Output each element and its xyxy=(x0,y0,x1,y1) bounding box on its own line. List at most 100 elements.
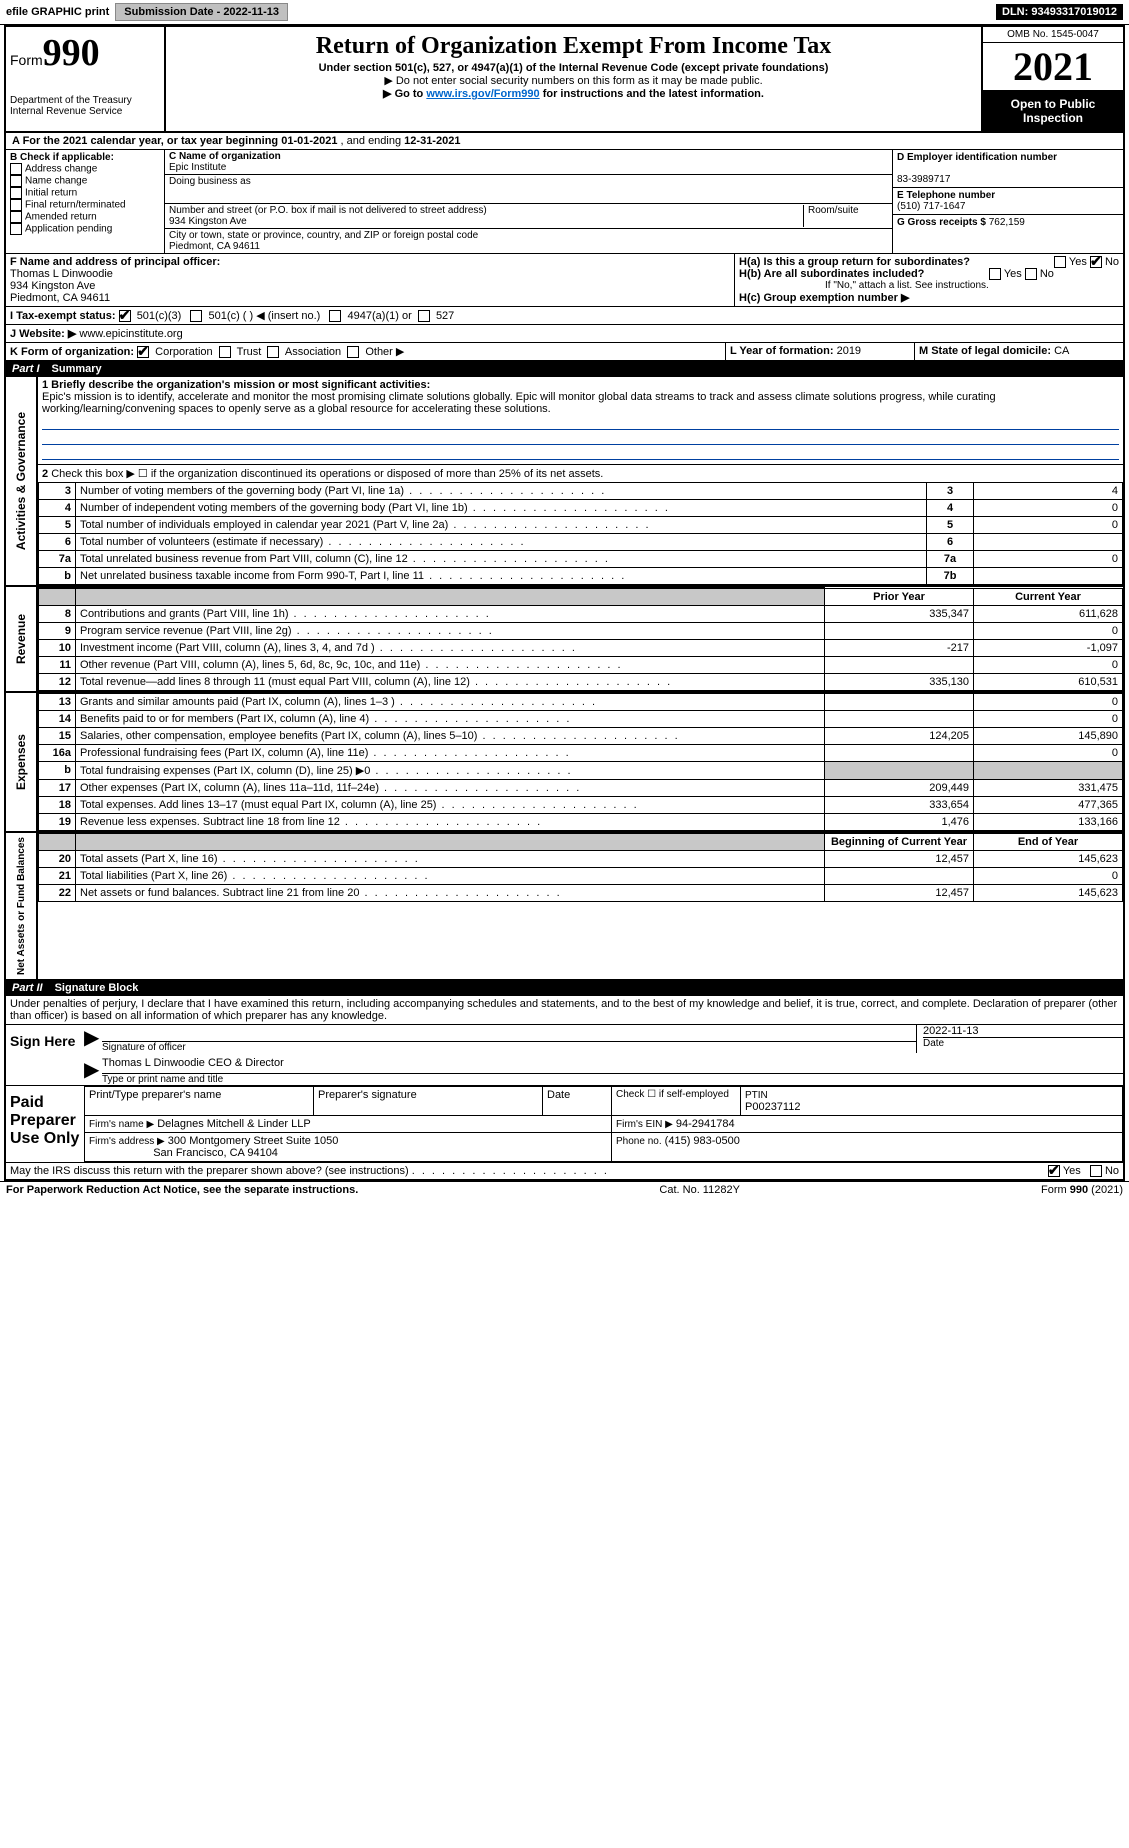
chk-name-change[interactable]: Name change xyxy=(10,175,160,187)
side-activities-governance: Activities & Governance xyxy=(6,377,38,585)
may-irs-yes-chk[interactable] xyxy=(1048,1165,1060,1177)
firm-addr1: 300 Montgomery Street Suite 1050 xyxy=(168,1135,339,1147)
line-a-end: 12-31-2021 xyxy=(404,135,460,147)
opt-corp: Corporation xyxy=(155,346,212,358)
box-h: H(a) Is this a group return for subordin… xyxy=(735,254,1123,306)
table-row: 9Program service revenue (Part VIII, lin… xyxy=(39,622,1123,639)
firm-ein-label: Firm's EIN ▶ xyxy=(616,1119,673,1130)
form-header: Form990 Department of the Treasury Inter… xyxy=(6,27,1123,133)
sign-here-label: Sign Here xyxy=(6,1025,84,1085)
table-row: 17Other expenses (Part IX, column (A), l… xyxy=(39,779,1123,796)
box-klm-row: K Form of organization: Corporation Trus… xyxy=(6,343,1123,361)
table-row: 15Salaries, other compensation, employee… xyxy=(39,727,1123,744)
l-label: L Year of formation: xyxy=(730,345,834,357)
side-net-assets: Net Assets or Fund Balances xyxy=(6,833,38,979)
city-label: City or town, state or province, country… xyxy=(169,230,478,241)
ein-value: 83-3989717 xyxy=(897,174,950,185)
table-row: 21Total liabilities (Part X, line 26)0 xyxy=(39,867,1123,884)
officer-typed-name: Thomas L Dinwoodie CEO & Director xyxy=(102,1057,284,1069)
part1-header: Part I Summary xyxy=(6,361,1123,377)
ha-no: No xyxy=(1105,256,1119,268)
dba-label: Doing business as xyxy=(169,176,251,187)
table-row: 19Revenue less expenses. Subtract line 1… xyxy=(39,813,1123,830)
chk-corporation[interactable] xyxy=(137,346,149,358)
submission-date-button[interactable]: Submission Date - 2022-11-13 xyxy=(115,3,288,21)
revenue-table: Prior YearCurrent Year 8Contributions an… xyxy=(38,587,1123,691)
ag-table: 3Number of voting members of the governi… xyxy=(38,482,1123,585)
chk-address-change[interactable]: Address change xyxy=(10,163,160,175)
part1-expenses-section: Expenses 13Grants and similar amounts pa… xyxy=(6,693,1123,833)
form-title: Return of Organization Exempt From Incom… xyxy=(172,33,975,60)
e-label: E Telephone number xyxy=(897,190,995,201)
table-row: 14Benefits paid to or for members (Part … xyxy=(39,710,1123,727)
part2-title: Signature Block xyxy=(55,982,139,994)
chk-501c[interactable] xyxy=(190,310,202,322)
i-label: I Tax-exempt status: xyxy=(10,310,116,322)
officer-signature-line[interactable] xyxy=(102,1025,916,1042)
prep-name-label: Print/Type preparer's name xyxy=(85,1086,314,1115)
eoy-hdr: End of Year xyxy=(974,833,1123,850)
sign-here-block: Sign Here ▶ Signature of officer 2022-11… xyxy=(6,1025,1123,1086)
ptin-label: PTIN xyxy=(745,1090,768,1101)
chk-final-return[interactable]: Final return/terminated xyxy=(10,199,160,211)
header-left: Form990 Department of the Treasury Inter… xyxy=(6,27,166,131)
line-a-pre: A For the 2021 calendar year, or tax yea… xyxy=(12,135,281,147)
table-row: bNet unrelated business taxable income f… xyxy=(39,568,1123,585)
mission-text: Epic's mission is to identify, accelerat… xyxy=(42,391,996,415)
m-label: M State of legal domicile: xyxy=(919,345,1051,357)
part2-header: Part II Signature Block xyxy=(6,980,1123,996)
hb-no: No xyxy=(1040,268,1054,280)
sig-date-value: 2022-11-13 xyxy=(923,1025,1123,1037)
ha-no-chk[interactable] xyxy=(1090,256,1102,268)
side-ag-label: Activities & Governance xyxy=(14,408,28,554)
may-irs-no-chk[interactable] xyxy=(1090,1165,1102,1177)
chk-trust[interactable] xyxy=(219,346,231,358)
line-a-tax-year: A For the 2021 calendar year, or tax yea… xyxy=(6,133,1123,150)
part1-label: Part I xyxy=(12,363,40,375)
chk-501c3[interactable] xyxy=(119,310,131,322)
penalty-statement: Under penalties of perjury, I declare th… xyxy=(6,996,1123,1025)
opt-527: 527 xyxy=(436,310,454,322)
chk-initial-return[interactable]: Initial return xyxy=(10,187,160,199)
gross-receipts: 762,159 xyxy=(989,217,1025,228)
opt-application-pending: Application pending xyxy=(25,224,112,235)
firm-phone-label: Phone no. xyxy=(616,1136,662,1147)
irs-gov-link[interactable]: www.irs.gov/Form990 xyxy=(426,88,539,100)
chk-amended-return[interactable]: Amended return xyxy=(10,211,160,223)
dln-label: DLN: 93493317019012 xyxy=(996,4,1123,20)
chk-other[interactable] xyxy=(347,346,359,358)
sig-officer-label: Signature of officer xyxy=(102,1042,916,1053)
hb-yes-chk[interactable] xyxy=(989,268,1001,280)
prior-year-hdr: Prior Year xyxy=(825,588,974,605)
paid-preparer-block: Paid Preparer Use Only Print/Type prepar… xyxy=(6,1086,1123,1163)
mission-underlines xyxy=(42,417,1119,460)
chk-4947[interactable] xyxy=(329,310,341,322)
table-row: 18Total expenses. Add lines 13–17 (must … xyxy=(39,796,1123,813)
hb-no-chk[interactable] xyxy=(1025,268,1037,280)
efile-label: efile GRAPHIC print xyxy=(6,6,109,18)
self-employed-check[interactable]: Check ☐ if self-employed xyxy=(612,1086,741,1115)
paid-preparer-table: Print/Type preparer's name Preparer's si… xyxy=(84,1086,1123,1162)
line2-text: Check this box ▶ ☐ if the organization d… xyxy=(51,468,603,480)
chk-527[interactable] xyxy=(418,310,430,322)
opt-501c3: 501(c)(3) xyxy=(137,310,182,322)
chk-application-pending[interactable]: Application pending xyxy=(10,223,160,235)
ha-yes-chk[interactable] xyxy=(1054,256,1066,268)
firm-addr-label: Firm's address ▶ xyxy=(89,1136,165,1147)
table-row: 12Total revenue—add lines 8 through 11 (… xyxy=(39,673,1123,690)
box-b: B Check if applicable: Address change Na… xyxy=(6,150,165,253)
header-right: OMB No. 1545-0047 2021 Open to Public In… xyxy=(981,27,1123,131)
opt-assoc: Association xyxy=(285,346,341,358)
form-990-container: Form990 Department of the Treasury Inter… xyxy=(4,25,1125,1181)
pra-notice: For Paperwork Reduction Act Notice, see … xyxy=(6,1184,358,1196)
state-domicile: CA xyxy=(1054,345,1069,357)
chk-association[interactable] xyxy=(267,346,279,358)
room-suite-label: Room/suite xyxy=(804,205,888,227)
line-a-begin: 01-01-2021 xyxy=(281,135,337,147)
year-formation: 2019 xyxy=(837,345,861,357)
efile-topbar: efile GRAPHIC print Submission Date - 20… xyxy=(0,0,1129,25)
opt-trust: Trust xyxy=(237,346,262,358)
part2-label: Part II xyxy=(12,982,43,994)
part1-title: Summary xyxy=(52,363,102,375)
goto-post: for instructions and the latest informat… xyxy=(540,88,764,100)
